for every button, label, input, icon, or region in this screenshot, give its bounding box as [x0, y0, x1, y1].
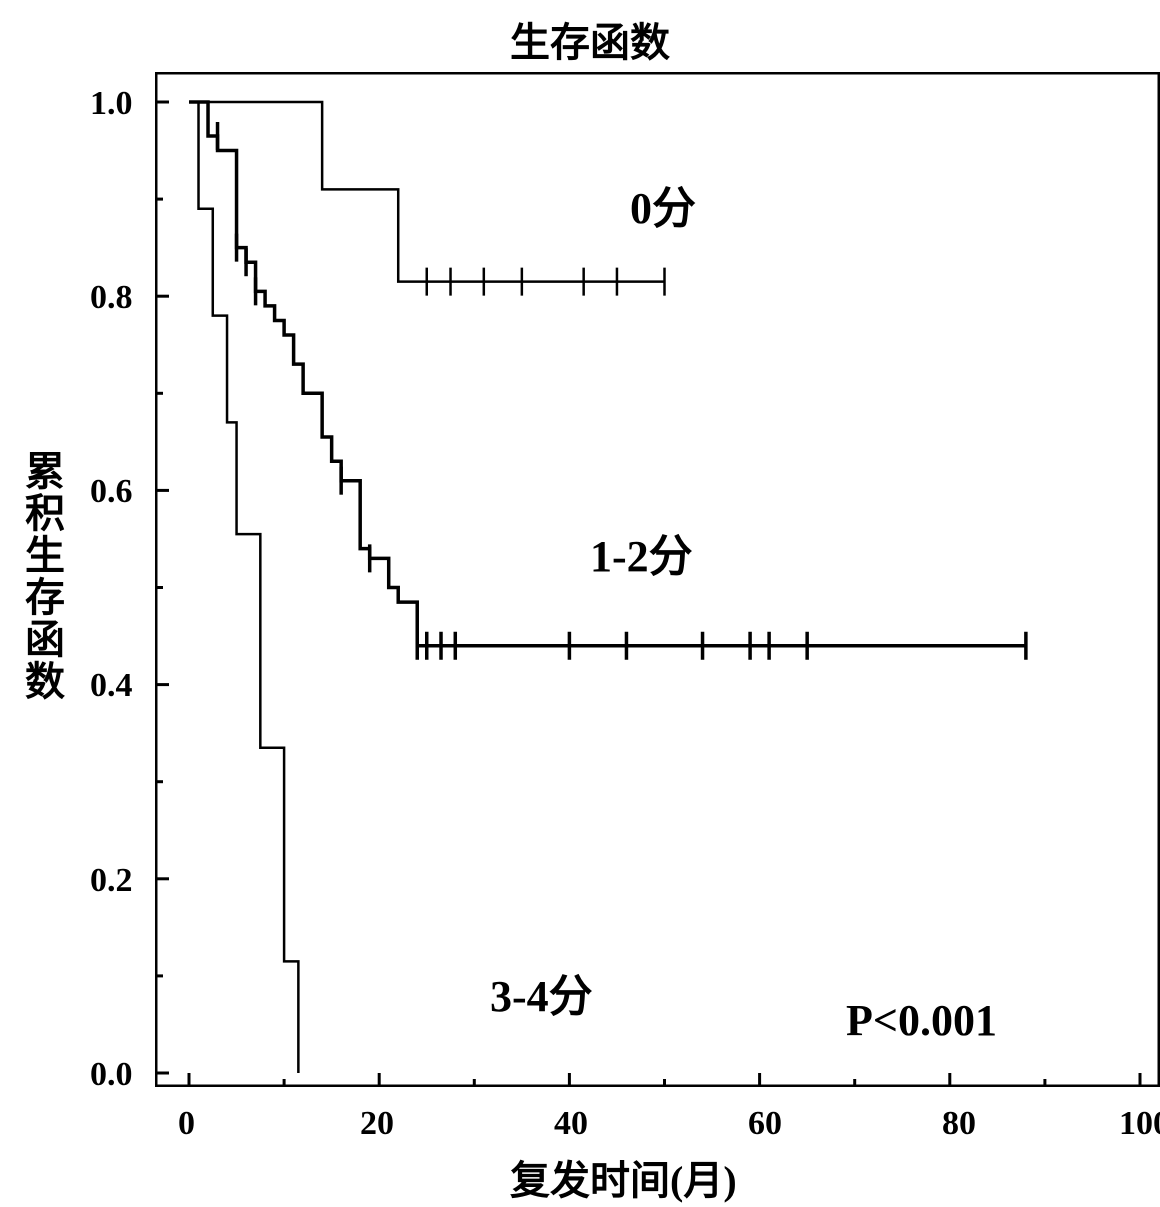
ytick-3: 0.4: [90, 667, 133, 705]
pvalue-text: P<0.001: [846, 995, 997, 1046]
ytick-1: 0.8: [90, 279, 133, 317]
xtick-2: 40: [554, 1105, 588, 1143]
xtick-1: 20: [360, 1105, 394, 1143]
annotation-group0: 0分: [630, 172, 696, 236]
xtick-0: 0: [178, 1105, 195, 1143]
survival-chart: 生存函数 累积生存函数 复发时间(月) 1.0 0.8 0.6 0.4 0.2 …: [10, 10, 1150, 1197]
ytick-0: 1.0: [90, 85, 133, 123]
chart-title: 生存函数: [510, 10, 670, 68]
ytick-4: 0.2: [90, 862, 133, 900]
ytick-2: 0.6: [90, 473, 133, 511]
xtick-4: 80: [942, 1105, 976, 1143]
y-axis-label: 累积生存函数: [12, 450, 70, 702]
xtick-3: 60: [748, 1105, 782, 1143]
annotation-group12: 1-2分: [590, 520, 693, 584]
annotation-group34: 3-4分: [490, 960, 593, 1024]
ytick-5: 0.0: [90, 1056, 133, 1094]
x-axis-label: 复发时间(月): [510, 1148, 737, 1206]
xtick-5: 100: [1119, 1105, 1160, 1143]
